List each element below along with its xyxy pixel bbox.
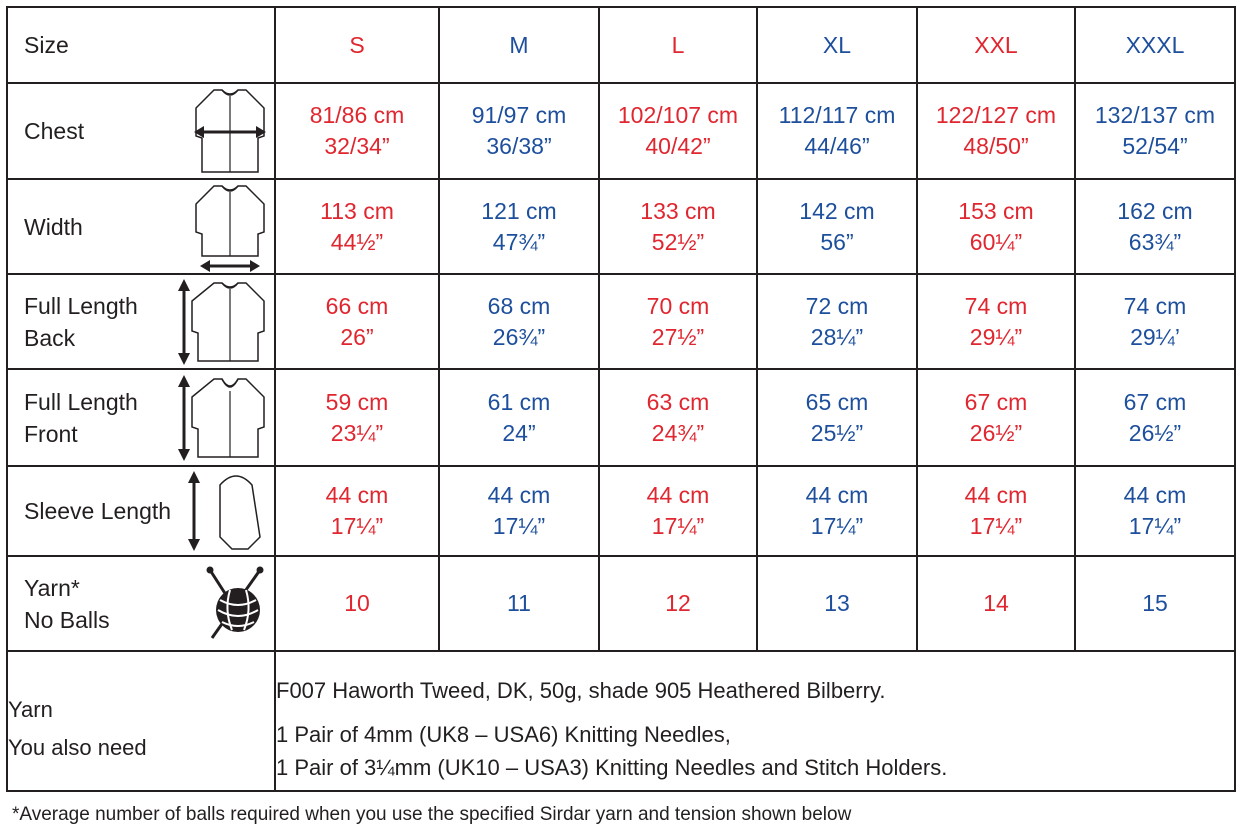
value-cell: 67 cm 26½” <box>916 368 1076 467</box>
value-cell: 91/97 cm 36/38” <box>438 82 600 180</box>
size-header-cell: Size <box>6 6 276 84</box>
value-cell: 74 cm 29¼’ <box>1074 273 1236 370</box>
width-label-cell: Width <box>6 178 276 275</box>
hem-width-garment-icon <box>195 184 265 272</box>
size-xl-header: XL <box>756 6 918 84</box>
sleeve-length-icon <box>188 471 261 551</box>
value-cell: 11 <box>438 555 600 652</box>
yarn-balls-label-cell: Yarn* No Balls <box>6 555 276 652</box>
size-xxxl-header: XXXL <box>1074 6 1236 84</box>
value-cell: 81/86 cm 32/34” <box>274 82 440 180</box>
footnote: *Average number of balls required when y… <box>12 804 852 825</box>
size-s-header: S <box>274 6 440 84</box>
materials-text-cell: F007 Haworth Tweed, DK, 50g, shade 905 H… <box>274 650 1236 792</box>
size-l-header: L <box>598 6 758 84</box>
yarn-description: F007 Haworth Tweed, DK, 50g, shade 905 H… <box>276 678 886 703</box>
value-cell: 70 cm 27½” <box>598 273 758 370</box>
value-cell: 10 <box>274 555 440 652</box>
back-length-garment-icon <box>178 278 265 365</box>
value-cell: 61 cm 24” <box>438 368 600 467</box>
value-cell: 12 <box>598 555 758 652</box>
back-length-label-cell: Full Length Back <box>6 273 276 370</box>
yarn-ball-needles-icon <box>206 566 264 639</box>
materials-row: Yarn You also need F007 Haworth Tweed, D… <box>6 650 1236 792</box>
sleeve-length-label: Sleeve Length <box>24 498 172 524</box>
value-cell: 63 cm 24¾” <box>598 368 758 467</box>
sleeve-length-row: Sleeve Length 44 cm 17¼” 44 cm 17¼” 44 cm 1… <box>6 465 1236 557</box>
value-cell: 112/117 cm 44/46” <box>756 82 918 180</box>
size-xxl-header: XXL <box>916 6 1076 84</box>
value-cell: 14 <box>916 555 1076 652</box>
chest-width-garment-icon <box>194 89 266 173</box>
size-header-label: Size <box>24 32 69 58</box>
size-chart-table: Size S M L XL XXL XXXL Chest <box>6 6 1236 792</box>
also-need-label: You also need <box>8 735 147 760</box>
value-cell: 59 cm 23¼” <box>274 368 440 467</box>
materials-label-cell: Yarn You also need <box>6 650 276 792</box>
value-cell: 102/107 cm 40/42” <box>598 82 758 180</box>
value-cell: 44 cm 17¼” <box>916 465 1076 557</box>
front-length-row: Full Length Front 59 cm 23¼” 61 cm 24” 63 … <box>6 368 1236 467</box>
front-length-garment-icon <box>178 374 265 461</box>
value-cell: 44 cm 17¼” <box>274 465 440 557</box>
width-row: Width 113 cm 44½” 121 cm 47¾” 133 cm 52½” 1… <box>6 178 1236 275</box>
value-cell: 67 cm 26½” <box>1074 368 1236 467</box>
width-label: Width <box>24 213 83 240</box>
back-length-row: Full Length Back 66 cm 26” 68 cm 26¾” 70 c… <box>6 273 1236 370</box>
yarn-balls-row: Yarn* No Balls 10 11 12 13 14 <box>6 555 1236 652</box>
needles-line-2: 1 Pair of 3¼mm (UK10 – USA3) Knitting Ne… <box>276 755 948 780</box>
front-length-label-cell: Full Length Front <box>6 368 276 467</box>
value-cell: 122/127 cm 48/50” <box>916 82 1076 180</box>
size-m-header: M <box>438 6 600 84</box>
value-cell: 15 <box>1074 555 1236 652</box>
yarn-balls-label: Yarn* No Balls <box>24 574 110 633</box>
value-cell: 44 cm 17¼” <box>756 465 918 557</box>
value-cell: 66 cm 26” <box>274 273 440 370</box>
value-cell: 13 <box>756 555 918 652</box>
chest-row: Chest 81/86 cm 32/34” 91/97 cm 36/38” 102/… <box>6 82 1236 180</box>
value-cell: 133 cm 52½” <box>598 178 758 275</box>
value-cell: 132/137 cm 52/54” <box>1074 82 1236 180</box>
value-cell: 68 cm 26¾” <box>438 273 600 370</box>
value-cell: 65 cm 25½” <box>756 368 918 467</box>
sleeve-length-label-cell: Sleeve Length <box>6 465 276 557</box>
value-cell: 44 cm 17¼” <box>438 465 600 557</box>
value-cell: 153 cm 60¼” <box>916 178 1076 275</box>
value-cell: 72 cm 28¼” <box>756 273 918 370</box>
needles-line-1: 1 Pair of 4mm (UK8 – USA6) Knitting Need… <box>276 722 731 747</box>
chest-label-cell: Chest <box>6 82 276 180</box>
chest-label: Chest <box>24 118 85 144</box>
front-length-label: Full Length Front <box>24 388 138 447</box>
yarn-label: Yarn <box>8 697 53 722</box>
value-cell: 162 cm 63¾” <box>1074 178 1236 275</box>
value-cell: 121 cm 47¾” <box>438 178 600 275</box>
value-cell: 44 cm 17¼” <box>598 465 758 557</box>
value-cell: 142 cm 56” <box>756 178 918 275</box>
value-cell: 44 cm 17¼” <box>1074 465 1236 557</box>
size-header-row: Size S M L XL XXL XXXL <box>6 6 1236 84</box>
value-cell: 74 cm 29¼” <box>916 273 1076 370</box>
value-cell: 113 cm 44½” <box>274 178 440 275</box>
back-length-label: Full Length Back <box>24 292 138 351</box>
